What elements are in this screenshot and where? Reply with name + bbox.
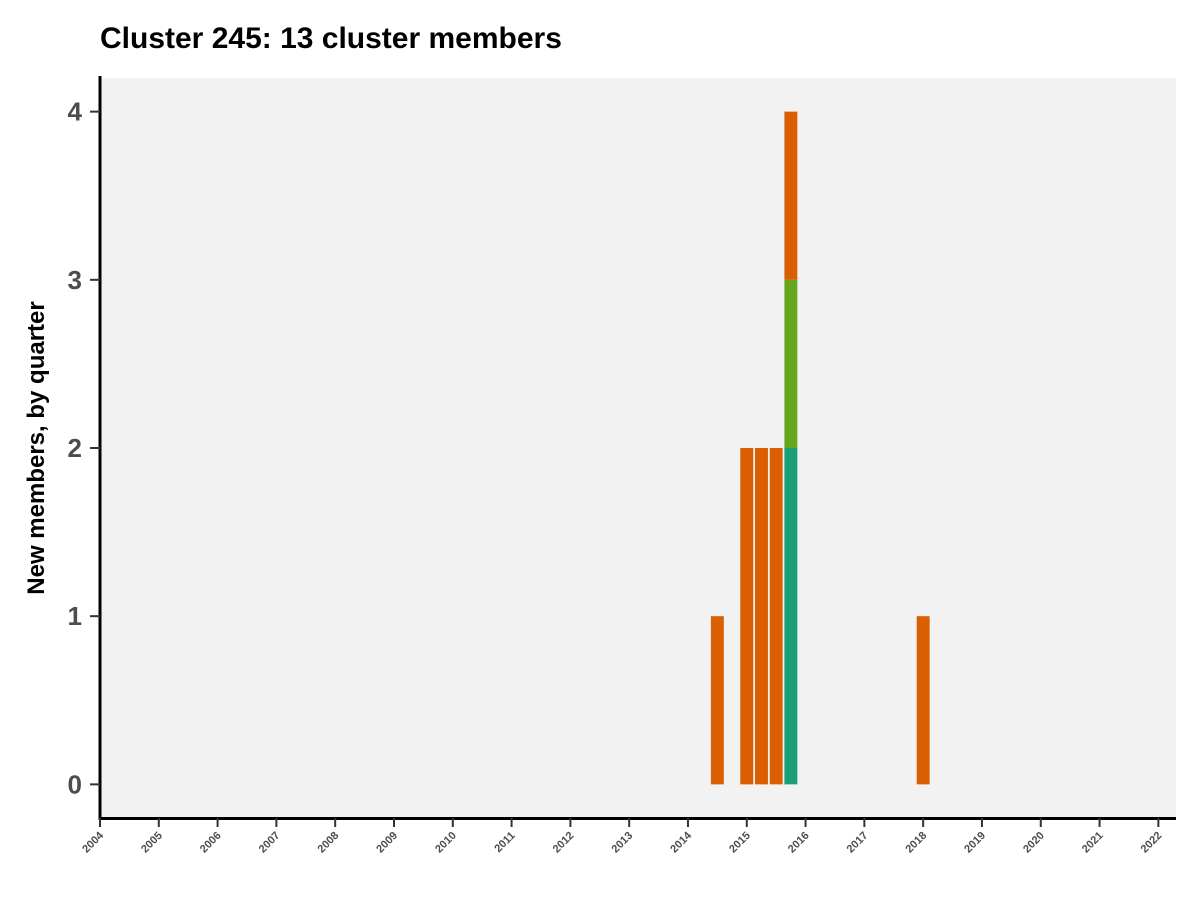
bar-4-segment-0 bbox=[784, 448, 798, 785]
y-tick-label-1: 1 bbox=[68, 601, 82, 631]
bar-5-segment-0 bbox=[916, 616, 930, 785]
bar-0-segment-0 bbox=[710, 616, 724, 785]
x-tick-label-2011: 2011 bbox=[492, 830, 517, 855]
x-tick-label-2017: 2017 bbox=[845, 830, 871, 856]
x-tick-label-2022: 2022 bbox=[1139, 830, 1165, 856]
bar-4-segment-2 bbox=[784, 111, 798, 280]
x-tick-label-2009: 2009 bbox=[374, 830, 400, 856]
x-tick-label-2012: 2012 bbox=[551, 830, 577, 856]
bar-2-segment-0 bbox=[755, 448, 768, 785]
x-tick-label-2014: 2014 bbox=[668, 829, 694, 855]
y-axis-label: New members, by quarter bbox=[23, 301, 50, 594]
x-tick-label-2015: 2015 bbox=[727, 830, 753, 856]
x-tick-label-2021: 2021 bbox=[1080, 830, 1106, 856]
x-tick-label-2016: 2016 bbox=[786, 830, 812, 856]
bar-4-segment-1 bbox=[784, 279, 798, 448]
y-ticks-group: 0 1 2 3 4 bbox=[68, 97, 100, 799]
x-tick-label-2004: 2004 bbox=[80, 829, 106, 855]
x-tick-label-2006: 2006 bbox=[198, 830, 224, 856]
y-tick-label-4: 4 bbox=[68, 97, 83, 127]
x-tick-label-2010: 2010 bbox=[433, 830, 459, 856]
x-tick-label-2007: 2007 bbox=[257, 830, 283, 856]
x-tick-label-2005: 2005 bbox=[139, 830, 165, 856]
y-tick-label-3: 3 bbox=[68, 265, 82, 295]
x-tick-label-2019: 2019 bbox=[962, 830, 988, 856]
y-tick-label-0: 0 bbox=[68, 769, 82, 799]
x-tick-label-2018: 2018 bbox=[903, 830, 929, 856]
x-ticks-group: 2004 2005 2006 2007 2008 2009 2010 2011 2012 2013… bbox=[80, 818, 1164, 855]
x-tick-label-2013: 2013 bbox=[610, 830, 636, 856]
chart-title: Cluster 245: 13 cluster members bbox=[100, 22, 562, 55]
bars-group bbox=[710, 111, 930, 785]
bar-3-segment-0 bbox=[769, 448, 783, 785]
plot-background bbox=[100, 78, 1176, 818]
x-tick-label-2020: 2020 bbox=[1021, 830, 1047, 856]
y-tick-label-2: 2 bbox=[68, 433, 82, 463]
bar-1-segment-0 bbox=[740, 448, 754, 785]
x-tick-label-2008: 2008 bbox=[316, 830, 342, 856]
